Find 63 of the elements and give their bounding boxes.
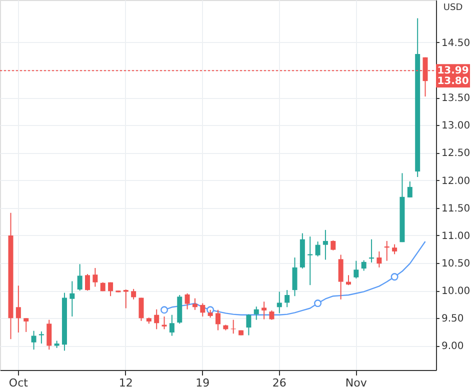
candlestick: [16, 285, 21, 334]
y-tick-label: 12.50: [442, 148, 470, 160]
text: USD: [443, 3, 463, 13]
candlestick: [70, 280, 75, 318]
candlestick: [254, 306, 259, 320]
candlestick: [92, 267, 98, 288]
candlestick: [322, 229, 328, 260]
candlestick: [384, 240, 390, 262]
candlestick: [376, 250, 382, 268]
candlestick: [192, 298, 198, 310]
candlestick: [361, 260, 366, 272]
y-tick-label: 11.00: [442, 230, 470, 242]
ref-line-label: 13.99: [437, 66, 469, 77]
candlestick: [77, 264, 82, 292]
candlestick: [262, 301, 267, 320]
x-tick-label: 26: [272, 376, 286, 389]
x-tick-label: Nov: [345, 376, 368, 389]
candlestick: [369, 238, 374, 263]
candlestick: [184, 292, 190, 310]
candlestick: [330, 240, 336, 251]
candlestick: [200, 302, 206, 318]
candlestick: [216, 309, 220, 331]
y-tick-label: 14.50: [442, 38, 470, 49]
y-tick-label: 10.00: [442, 286, 470, 298]
candlestick: [46, 319, 52, 350]
candlestick: [138, 297, 144, 322]
candlestick: [246, 314, 252, 336]
candlestick: [24, 318, 29, 332]
candlestick: [123, 288, 128, 309]
candlestick: [346, 274, 351, 286]
candlestick: [269, 310, 274, 320]
candlestick: [315, 241, 320, 257]
candlestick: [31, 330, 36, 350]
candlestick: [108, 282, 114, 297]
candlestick: [162, 316, 167, 330]
x-tick-label: Oct: [8, 376, 29, 389]
candlestick: [407, 180, 412, 198]
candlestick: [131, 288, 136, 300]
candlestick: [169, 314, 174, 336]
y-tick-label: 12.00: [442, 176, 470, 187]
candlestick: [392, 244, 398, 255]
y-tick-label: 13.00: [442, 120, 470, 132]
y-tick-label: 9.00: [442, 341, 464, 352]
candlestick: [308, 236, 313, 286]
candlestick: [338, 254, 344, 300]
point: [314, 300, 322, 308]
candlestick: [292, 257, 298, 297]
x-tick-label: 19: [196, 376, 210, 389]
candlestick: [38, 330, 44, 344]
candlestick: [154, 308, 160, 330]
candlestick: [230, 319, 236, 334]
candlestick: [85, 274, 90, 292]
candlestick: [284, 290, 290, 308]
y-tick-label: 10.50: [442, 258, 470, 270]
candlestick: [354, 260, 359, 279]
annotation: 13.80: [437, 76, 469, 88]
y-tick-label: 11.50: [442, 203, 470, 214]
point: [160, 306, 168, 314]
y-tick-label: 13.50: [442, 93, 470, 104]
candlestick: [276, 291, 282, 314]
y-tick-label: 9.50: [442, 314, 464, 325]
point: [390, 273, 398, 281]
x-tick-label: 12: [118, 376, 133, 389]
